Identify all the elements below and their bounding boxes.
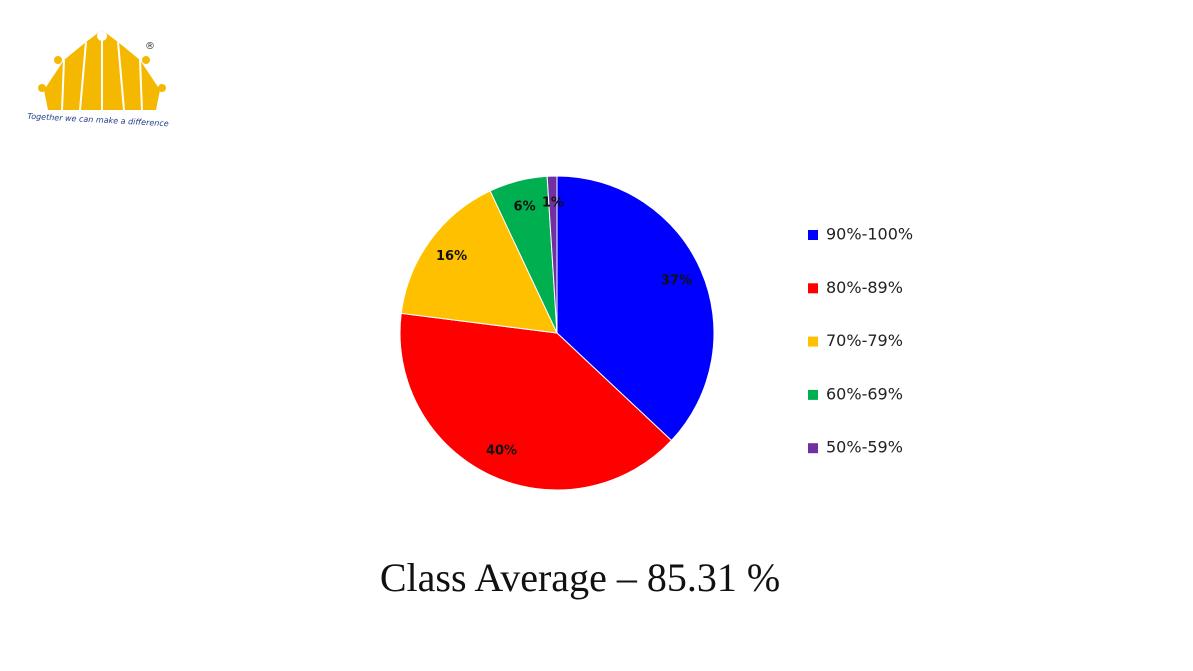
legend-swatch — [808, 443, 818, 454]
logo-dot — [142, 56, 150, 64]
pie-slice — [399, 312, 673, 491]
logo-mark: ® — [145, 41, 155, 52]
pie-slice — [546, 175, 558, 334]
logo-dot — [158, 84, 166, 92]
legend-swatch — [808, 230, 818, 240]
legend-label: 80%-89% — [826, 278, 903, 297]
logo-rays — [61, 30, 143, 111]
value-label: 16% — [436, 249, 467, 264]
logo-dot — [54, 56, 62, 64]
legend-swatch — [808, 336, 818, 347]
legend-swatch — [808, 283, 818, 294]
pie-slice — [556, 175, 715, 442]
chart-title: Class Average – 85.31 % — [380, 555, 780, 600]
legend-label: 50%-59% — [826, 438, 903, 457]
logo: ® Together we can make a difference — [27, 30, 169, 128]
legend-label: 90%-100% — [826, 225, 913, 244]
legend-label: 60%-69% — [826, 384, 903, 403]
value-label: 6% — [514, 199, 536, 214]
logo-tagline: Together we can make a difference — [27, 112, 169, 128]
legend-swatch — [808, 389, 818, 400]
value-label: 40% — [486, 443, 517, 458]
value-label: 37% — [661, 274, 692, 289]
legend-label: 70%-79% — [826, 331, 903, 350]
logo-dot — [97, 31, 107, 41]
logo-dot — [38, 84, 46, 92]
value-label: 1% — [542, 195, 564, 210]
pie-slice — [400, 190, 558, 334]
